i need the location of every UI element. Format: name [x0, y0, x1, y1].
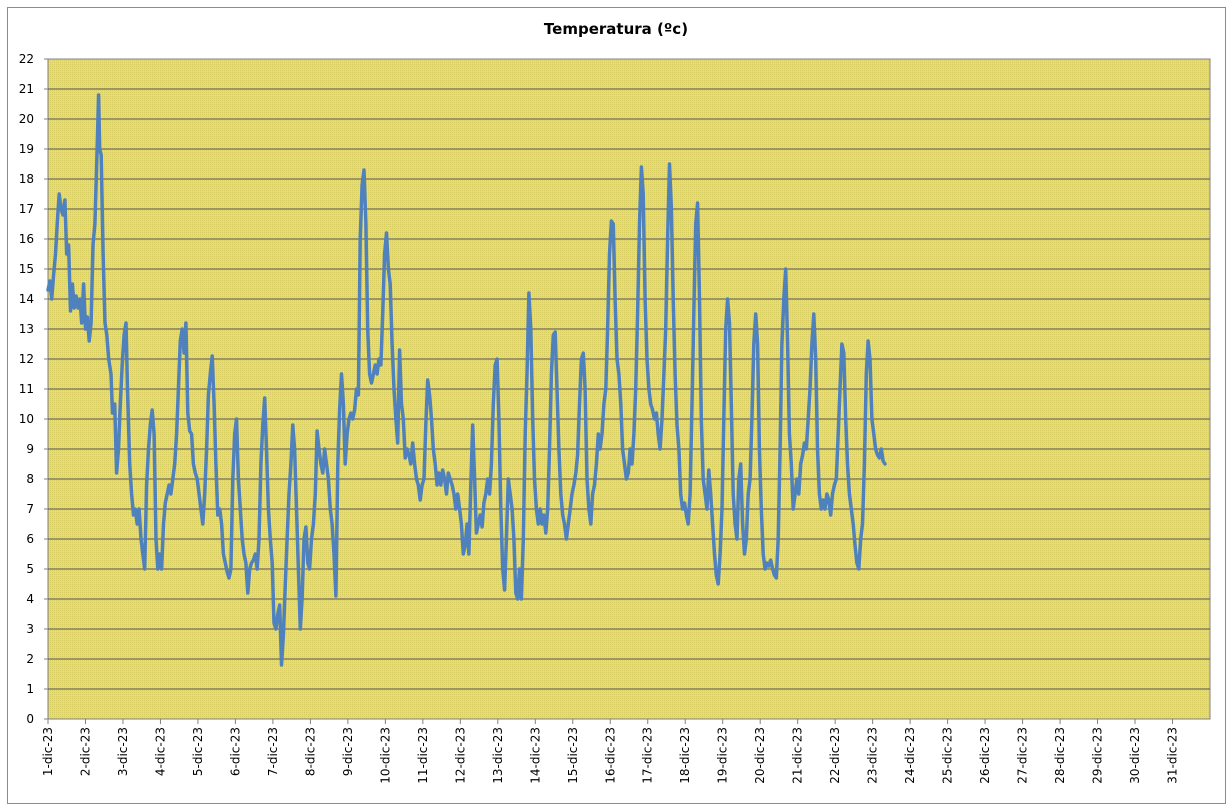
- x-tick-label: 10-dic-23: [378, 727, 392, 784]
- x-tick-label: 16-dic-23: [603, 727, 617, 784]
- x-tick-label: 26-dic-23: [978, 727, 992, 784]
- y-tick-label: 2: [26, 652, 34, 666]
- grid-lines: [48, 88, 1210, 690]
- x-tick-label: 15-dic-23: [566, 727, 580, 784]
- x-tick-label: 23-dic-23: [866, 727, 880, 784]
- x-tick-label: 4-dic-23: [153, 727, 167, 776]
- x-tick-label: 25-dic-23: [941, 727, 955, 784]
- y-tick-label: 20: [19, 112, 34, 126]
- y-tick-label: 18: [19, 172, 34, 186]
- x-axis-ticks: 1-dic-23 2-dic-23 3-dic-23 4-dic-23 5-dic-23…: [41, 719, 1180, 784]
- x-tick-label: 28-dic-23: [1053, 727, 1067, 784]
- x-tick-label: 31-dic-23: [1166, 727, 1180, 784]
- x-tick-label: 5-dic-23: [191, 727, 205, 776]
- y-tick-label: 13: [19, 322, 34, 336]
- y-tick-label: 17: [19, 202, 34, 216]
- y-tick-label: 15: [19, 262, 34, 276]
- y-tick-label: 14: [19, 292, 34, 306]
- x-tick-label: 22-dic-23: [828, 727, 842, 784]
- x-tick-label: 17-dic-23: [641, 727, 655, 784]
- x-tick-label: 1-dic-23: [41, 727, 55, 776]
- x-tick-label: 18-dic-23: [678, 727, 692, 784]
- y-tick-label: 16: [19, 232, 34, 246]
- y-tick-label: 6: [26, 532, 34, 546]
- x-tick-label: 12-dic-23: [453, 727, 467, 784]
- x-tick-label: 8-dic-23: [303, 727, 317, 776]
- x-tick-label: 2-dic-23: [78, 727, 92, 776]
- y-tick-label: 12: [19, 352, 34, 366]
- x-tick-label: 13-dic-23: [491, 727, 505, 784]
- y-tick-label: 11: [19, 382, 34, 396]
- y-tick-label: 4: [26, 592, 34, 606]
- x-tick-label: 3-dic-23: [116, 727, 130, 776]
- x-tick-label: 9-dic-23: [341, 727, 355, 776]
- y-tick-label: 7: [26, 502, 34, 516]
- y-tick-label: 19: [19, 142, 34, 156]
- y-tick-label: 10: [19, 412, 34, 426]
- x-tick-label: 21-dic-23: [791, 727, 805, 784]
- y-tick-label: 1: [26, 682, 34, 696]
- y-tick-label: 22: [19, 52, 34, 66]
- x-tick-label: 20-dic-23: [753, 727, 767, 784]
- x-tick-label: 14-dic-23: [528, 727, 542, 784]
- x-tick-label: 11-dic-23: [416, 727, 430, 784]
- y-tick-label: 9: [26, 442, 34, 456]
- x-tick-label: 27-dic-23: [1016, 727, 1030, 784]
- y-tick-label: 0: [26, 712, 34, 726]
- x-tick-label: 7-dic-23: [266, 727, 280, 776]
- x-tick-label: 6-dic-23: [228, 727, 242, 776]
- y-tick-label: 5: [26, 562, 34, 576]
- x-tick-label: 19-dic-23: [716, 727, 730, 784]
- y-tick-label: 3: [26, 622, 34, 636]
- chart-title: Temperatura (ºc): [543, 20, 689, 38]
- y-tick-label: 21: [19, 82, 34, 96]
- x-tick-label: 30-dic-23: [1128, 727, 1142, 784]
- x-tick-label: 24-dic-23: [903, 727, 917, 784]
- series-line: [46, 93, 887, 667]
- y-tick-label: 8: [26, 472, 34, 486]
- x-tick-label: 29-dic-23: [1091, 727, 1105, 784]
